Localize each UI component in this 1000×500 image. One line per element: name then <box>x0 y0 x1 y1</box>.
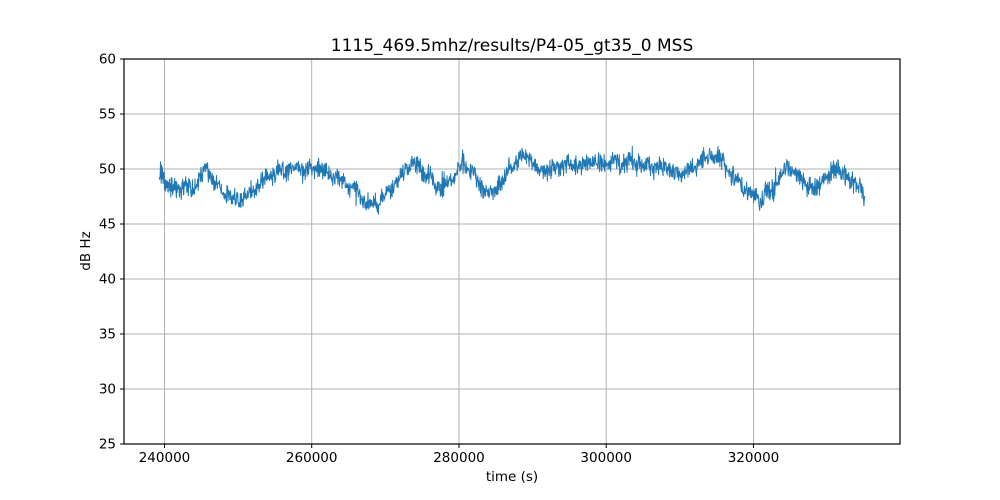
plot-title: 1115_469.5mhz/results/P4-05_gt35_0 MSS <box>330 36 694 56</box>
y-tick-label: 35 <box>99 327 116 343</box>
x-tick-label: 240000 <box>139 450 191 466</box>
x-tick-label: 280000 <box>433 450 485 466</box>
y-tick-label: 40 <box>99 272 116 288</box>
plot-border <box>123 58 901 445</box>
y-tick-label: 25 <box>99 437 116 453</box>
signal-trace <box>158 145 866 215</box>
y-tick-label: 55 <box>99 107 116 123</box>
y-tick-label: 60 <box>99 52 116 68</box>
x-axis-label: time (s) <box>485 469 539 485</box>
x-tick-label: 300000 <box>580 450 632 466</box>
x-tick-label: 320000 <box>728 450 780 466</box>
x-tick-label: 260000 <box>286 450 338 466</box>
y-tick-label: 30 <box>99 382 116 398</box>
y-axis-label: dB Hz <box>78 231 94 271</box>
y-tick-label: 50 <box>99 162 116 178</box>
y-tick-label: 45 <box>99 217 116 233</box>
